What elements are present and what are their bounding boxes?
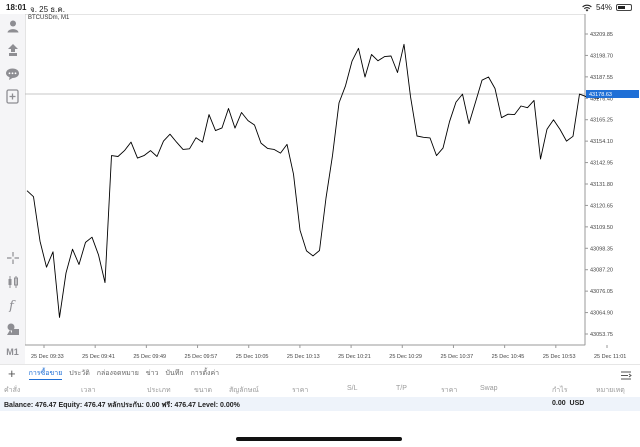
col-profit: กำไร: [552, 387, 568, 394]
price-tick-label: 43209.85: [590, 32, 613, 38]
orders-table-header: คำสั่ง เวลา ประเภท ขนาด สัญลักษณ์ ราคา S…: [0, 382, 640, 396]
col-current-price: ราคา: [441, 387, 458, 394]
balance-summary: Balance: 476.47 Equity: 476.47 หลักประกั…: [4, 402, 240, 409]
col-volume: ขนาด: [194, 387, 213, 394]
add-icon[interactable]: +: [8, 366, 16, 381]
crosshair-icon[interactable]: [4, 249, 21, 266]
currency: USD: [569, 400, 585, 407]
battery-icon: [616, 4, 632, 11]
price-tick-label: 43087.20: [590, 268, 613, 274]
time-tick-label: 25 Dec 09:33: [31, 354, 64, 360]
chart-toolbar: f M1: [0, 14, 25, 364]
col-price: ราคา: [292, 387, 309, 394]
price-tick-label: 43165.25: [590, 118, 613, 124]
col-order: คำสั่ง: [4, 387, 21, 394]
time-tick-label: 25 Dec 10:37: [440, 354, 473, 360]
battery-percent: 54%: [595, 3, 612, 12]
plot-frame: [25, 14, 586, 346]
chart-canvas: 43209.85 43198.70 43187.55 43176.40 43165.25…: [25, 14, 639, 360]
time-tick-label: 25 Dec 11:01: [594, 354, 626, 360]
tab-mailbox[interactable]: กล่องจดหมาย: [96, 370, 139, 377]
col-tp: T/P: [396, 385, 407, 392]
price-tick-label: 43064.90: [590, 311, 613, 317]
tab-journal[interactable]: บันทึก: [165, 370, 184, 377]
total-profit-value: 0.00: [552, 400, 566, 407]
balance-row: Balance: 476.47 Equity: 476.47 หลักประกั…: [0, 397, 640, 411]
price-line: [26, 43, 600, 318]
panel-toggle-icon[interactable]: [620, 368, 632, 386]
current-price-badge: [586, 90, 639, 98]
time-tick-label: 25 Dec 09:57: [185, 354, 218, 360]
price-tick-label: 43154.10: [590, 139, 613, 145]
price-tick-label: 43109.50: [590, 225, 613, 231]
price-tick-label: 43053.75: [590, 332, 613, 338]
candlestick-icon[interactable]: [4, 273, 21, 290]
price-tick-label: 43098.35: [590, 246, 613, 252]
col-swap: Swap: [480, 385, 498, 392]
terminal-tabs: + การซื้อขาย ประวัติ กล่องจดหมาย ข่าว บั…: [0, 364, 640, 382]
tab-settings[interactable]: การตั้งค่า: [190, 370, 220, 377]
time-tick-label: 25 Dec 10:45: [492, 354, 525, 360]
home-indicator: [236, 437, 402, 441]
total-profit: 0.00 USD: [552, 400, 584, 407]
price-tick-label: 43120.65: [590, 203, 613, 209]
time-tick-label: 25 Dec 09:41: [82, 354, 115, 360]
price-chart[interactable]: 43209.85 43198.70 43187.55 43176.40 43165.25…: [25, 14, 640, 364]
svg-text:f: f: [8, 299, 16, 312]
col-comment: หมายเหตุ: [596, 387, 625, 394]
objects-icon[interactable]: [4, 320, 21, 337]
col-type: ประเภท: [147, 387, 171, 394]
trade-icon[interactable]: [4, 41, 21, 58]
price-tick-label: 43176.40: [590, 96, 613, 102]
price-tick-label: 43131.80: [590, 182, 613, 188]
status-right: 54%: [582, 3, 632, 12]
timeframe-button[interactable]: M1: [6, 346, 19, 357]
tab-news[interactable]: ข่าว: [145, 370, 159, 377]
current-price-label: 43178.63: [589, 92, 612, 98]
col-time: เวลา: [81, 387, 96, 394]
price-tick-label: 43076.05: [590, 289, 613, 295]
date: จ. 25 ธ.ค.: [30, 5, 65, 14]
col-sl: S/L: [347, 385, 358, 392]
new-order-icon[interactable]: [4, 88, 21, 105]
tab-trade[interactable]: การซื้อขาย: [28, 368, 63, 380]
status-bar: 18:01 จ. 25 ธ.ค. 54%: [0, 0, 640, 14]
time-tick-label: 25 Dec 09:49: [133, 354, 166, 360]
price-tick-label: 43198.70: [590, 53, 613, 59]
tab-history[interactable]: ประวัติ: [69, 370, 90, 377]
time-tick-label: 25 Dec 10:21: [338, 354, 371, 360]
indicators-icon[interactable]: f: [4, 296, 21, 313]
time-tick-label: 25 Dec 10:05: [236, 354, 269, 360]
col-symbol: สัญลักษณ์: [229, 387, 259, 394]
chat-icon[interactable]: [4, 65, 21, 82]
price-tick-label: 43142.95: [590, 161, 613, 167]
price-tick-label: 43187.55: [590, 75, 613, 81]
symbol-label: BTCUSDm, M1: [28, 15, 70, 21]
clock: 18:01: [6, 3, 27, 12]
time-tick-label: 25 Dec 10:53: [543, 354, 576, 360]
wifi-icon: [582, 4, 592, 11]
time-tick-label: 25 Dec 10:13: [287, 354, 320, 360]
account-icon[interactable]: [4, 17, 21, 34]
time-tick-label: 25 Dec 10:29: [389, 354, 422, 360]
